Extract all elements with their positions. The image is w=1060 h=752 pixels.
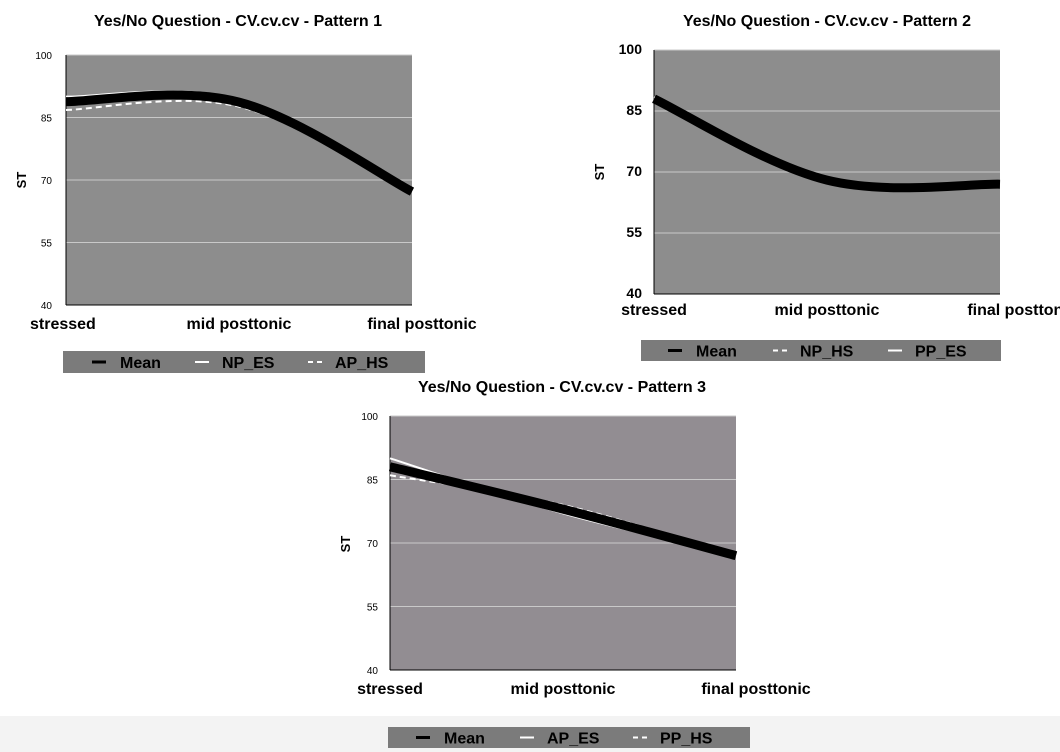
legend: Mean NP_ES AP_HS bbox=[63, 351, 425, 373]
legend-label: Mean bbox=[120, 355, 161, 372]
x-tick-label: final posttonic bbox=[367, 316, 476, 333]
legend-label: AP_ES bbox=[547, 731, 600, 748]
legend-box bbox=[63, 351, 425, 373]
y-tick-label: 55 bbox=[41, 239, 53, 250]
legend-label: PP_ES bbox=[915, 344, 967, 361]
y-tick-label: 100 bbox=[35, 51, 52, 62]
y-tick-label: 85 bbox=[367, 476, 379, 487]
chart-title: Yes/No Question - CV.cv.cv - Pattern 2 bbox=[683, 13, 971, 30]
y-tick-label: 55 bbox=[626, 224, 642, 240]
y-tick-label: 40 bbox=[367, 666, 379, 677]
gridlines bbox=[653, 49, 1000, 295]
y-tick-label: 70 bbox=[41, 176, 53, 187]
legend: Mean NP_HS PP_ES bbox=[641, 340, 1001, 361]
series-line-mean bbox=[388, 462, 738, 561]
series-line-mean bbox=[65, 90, 415, 196]
chart-title: Yes/No Question - CV.cv.cv - Pattern 1 bbox=[94, 13, 382, 30]
legend-label: Mean bbox=[696, 344, 737, 361]
legend-label: AP_HS bbox=[335, 355, 389, 372]
legend-box bbox=[641, 340, 1001, 361]
y-axis-label: ST bbox=[14, 172, 29, 189]
y-tick-label: 100 bbox=[619, 41, 643, 57]
y-tick-label: 70 bbox=[626, 163, 642, 179]
series-line-mean bbox=[652, 94, 1001, 193]
x-tick-label: stressed bbox=[357, 681, 423, 698]
chart-title: Yes/No Question - CV.cv.cv - Pattern 3 bbox=[418, 379, 706, 396]
x-axis: stressed mid posttonic final posttonic bbox=[30, 316, 477, 333]
y-tick-label: 85 bbox=[41, 114, 53, 125]
y-axis: 40 55 70 85 100 bbox=[35, 51, 52, 312]
chart-pattern-3: Yes/No Question - CV.cv.cv - Pattern 3 4… bbox=[338, 379, 811, 748]
y-tick-label: 40 bbox=[626, 285, 642, 301]
y-tick-label: 70 bbox=[367, 539, 379, 550]
y-axis-label: ST bbox=[338, 536, 353, 553]
x-tick-label: mid posttonic bbox=[511, 681, 616, 698]
series-lines bbox=[652, 94, 1001, 193]
legend-label: PP_HS bbox=[660, 731, 713, 748]
y-axis: 40 55 70 85 100 bbox=[619, 41, 643, 301]
legend-label: NP_ES bbox=[222, 355, 275, 372]
x-tick-label: mid posttonic bbox=[187, 316, 292, 333]
y-tick-label: 40 bbox=[41, 301, 53, 312]
series-lines bbox=[388, 457, 738, 561]
y-tick-label: 85 bbox=[626, 102, 642, 118]
series-lines bbox=[65, 90, 415, 196]
x-tick-label: final posttonic bbox=[967, 302, 1060, 319]
x-axis: stressed mid posttonic final posttonic bbox=[621, 302, 1060, 319]
chart-pattern-2: Yes/No Question - CV.cv.cv - Pattern 2 4… bbox=[592, 13, 1060, 361]
chart-pattern-1: Yes/No Question - CV.cv.cv - Pattern 1 4… bbox=[14, 13, 477, 373]
legend: Mean AP_ES PP_HS bbox=[388, 727, 750, 748]
legend-box bbox=[388, 727, 750, 748]
x-tick-label: stressed bbox=[621, 302, 687, 319]
y-tick-label: 55 bbox=[367, 603, 379, 614]
legend-label: Mean bbox=[444, 731, 485, 748]
y-axis: 40 55 70 85 100 bbox=[361, 412, 378, 677]
legend-label: NP_HS bbox=[800, 344, 854, 361]
x-axis: stressed mid posttonic final posttonic bbox=[357, 681, 811, 698]
x-tick-label: final posttonic bbox=[701, 681, 810, 698]
y-tick-label: 100 bbox=[361, 412, 378, 423]
x-tick-label: stressed bbox=[30, 316, 96, 333]
x-tick-label: mid posttonic bbox=[775, 302, 880, 319]
y-axis-label: ST bbox=[592, 164, 607, 181]
